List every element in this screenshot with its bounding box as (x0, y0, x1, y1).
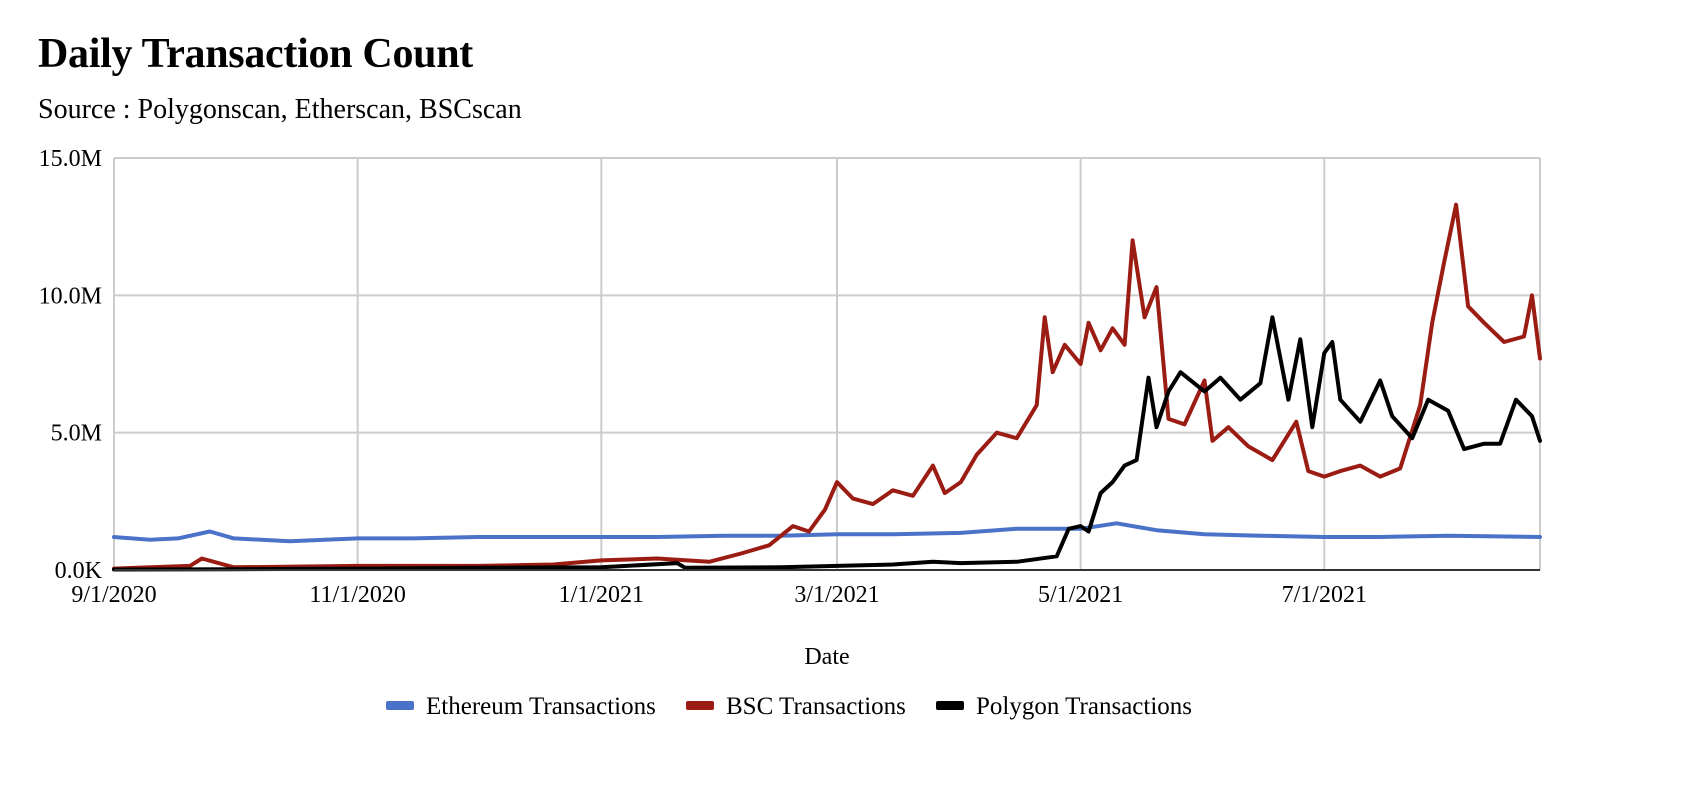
axes: 0.0K 5.0M 10.0M 15.0M 9/1/2020 11/1/2020 1/1/2… (39, 146, 1540, 608)
legend-label: Ethereum Transactions (426, 693, 656, 720)
chart-title: Daily Transaction Count (38, 31, 473, 77)
x-tick-label: 7/1/2021 (1282, 582, 1367, 608)
x-tick-label: 1/1/2021 (559, 582, 644, 608)
ethereum-series-line (112, 521, 1542, 544)
series-lines (112, 202, 1542, 572)
y-tick-label: 0.0K (55, 558, 103, 584)
x-tick-label: 5/1/2021 (1038, 582, 1123, 608)
x-tick-label: 9/1/2020 (71, 582, 156, 608)
y-tick-label: 15.0M (39, 146, 102, 172)
polygon-series-line (112, 315, 1542, 572)
legend-swatch (936, 701, 964, 710)
legend-item-bsc[interactable]: BSC Transactions (686, 693, 906, 720)
y-tick-label: 5.0M (51, 421, 102, 447)
x-tick-label: 3/1/2021 (794, 582, 879, 608)
legend-swatch (686, 701, 714, 710)
legend-item-ethereum[interactable]: Ethereum Transactions (386, 693, 656, 720)
legend-item-polygon[interactable]: Polygon Transactions (936, 693, 1192, 720)
legend-label: BSC Transactions (726, 693, 906, 720)
y-tick-label: 10.0M (39, 283, 102, 309)
x-tick-label: 11/1/2020 (309, 582, 405, 608)
x-axis-title: Date (804, 644, 849, 670)
bsc-series-line (112, 202, 1542, 571)
legend-label: Polygon Transactions (976, 693, 1192, 720)
chart-subtitle: Source : Polygonscan, Etherscan, BSCscan (38, 94, 522, 125)
legend-swatch (386, 701, 414, 710)
legend: Ethereum Transactions BSC Transactions Pol… (386, 693, 1192, 720)
